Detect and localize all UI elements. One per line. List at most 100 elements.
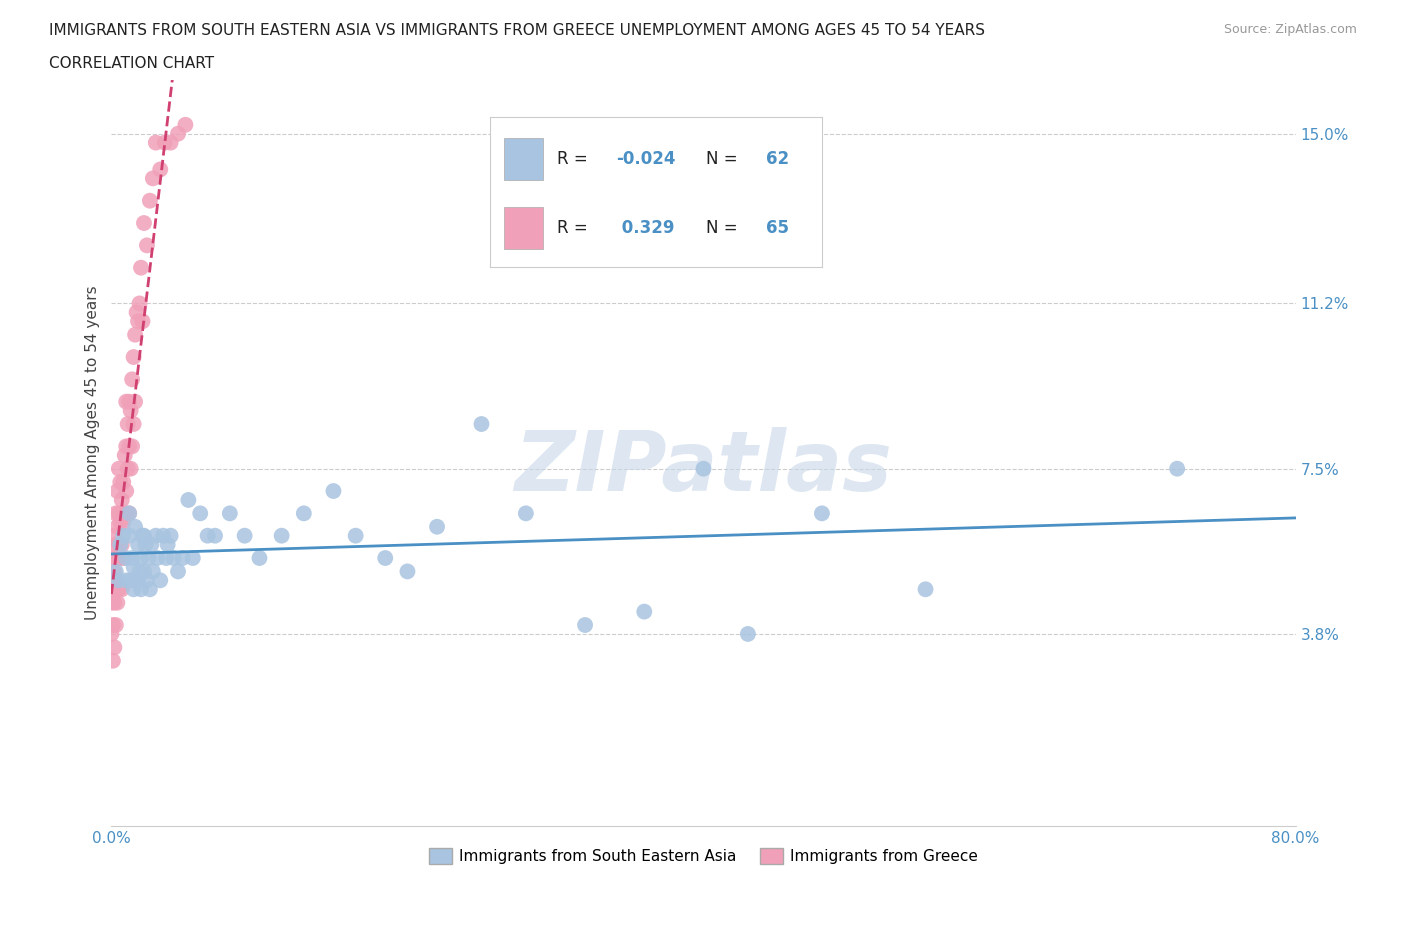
Point — [122, 417, 145, 432]
Point — [100, 573, 122, 588]
Text: Source: ZipAtlas.com: Source: ZipAtlas.com — [1223, 23, 1357, 36]
Point — [117, 417, 139, 432]
Point — [108, 573, 131, 588]
Point — [152, 528, 174, 543]
Point — [188, 506, 211, 521]
Point — [139, 193, 162, 208]
Point — [181, 551, 204, 565]
Point — [145, 528, 167, 543]
Point — [136, 238, 159, 253]
Point — [129, 551, 152, 565]
Point — [156, 538, 179, 552]
Point — [124, 519, 146, 534]
Point — [128, 564, 150, 578]
Point — [167, 564, 190, 578]
Point — [142, 564, 165, 578]
Point — [172, 551, 194, 565]
Point — [233, 528, 256, 543]
Point — [110, 551, 132, 565]
Point — [159, 135, 181, 150]
Point — [132, 528, 155, 543]
Point — [105, 484, 128, 498]
Point — [120, 404, 142, 418]
Point — [112, 515, 135, 530]
Point — [139, 582, 162, 597]
Point — [146, 551, 169, 565]
Point — [204, 528, 226, 543]
Point — [124, 327, 146, 342]
Point — [249, 551, 271, 565]
Point — [149, 162, 172, 177]
Point — [104, 506, 127, 521]
Point — [111, 493, 134, 508]
Point — [737, 627, 759, 642]
Point — [159, 528, 181, 543]
Point — [103, 640, 125, 655]
Point — [112, 474, 135, 489]
Point — [105, 551, 128, 565]
Point — [114, 448, 136, 463]
Point — [145, 135, 167, 150]
Point — [134, 538, 156, 552]
Point — [101, 582, 124, 597]
Point — [110, 474, 132, 489]
Point — [127, 313, 149, 328]
Point — [124, 394, 146, 409]
Point — [104, 538, 127, 552]
Point — [129, 582, 152, 597]
Legend: Immigrants from South Eastern Asia, Immigrants from Greece: Immigrants from South Eastern Asia, Immi… — [423, 843, 984, 870]
Point — [122, 350, 145, 365]
Point — [127, 573, 149, 588]
Point — [132, 216, 155, 231]
Point — [127, 538, 149, 552]
Point — [112, 528, 135, 543]
Point — [149, 573, 172, 588]
Point — [1166, 461, 1188, 476]
Point — [115, 394, 138, 409]
Point — [121, 439, 143, 454]
Point — [103, 595, 125, 610]
Point — [115, 551, 138, 565]
Point — [136, 573, 159, 588]
Point — [118, 506, 141, 521]
Point — [103, 528, 125, 543]
Point — [633, 604, 655, 619]
Point — [177, 493, 200, 508]
Point — [104, 618, 127, 632]
Point — [426, 519, 449, 534]
Point — [115, 573, 138, 588]
Point — [101, 551, 124, 565]
Point — [100, 595, 122, 610]
Point — [162, 551, 184, 565]
Point — [118, 528, 141, 543]
Point — [141, 538, 163, 552]
Point — [108, 461, 131, 476]
Point — [167, 126, 190, 141]
Point — [121, 551, 143, 565]
Point — [105, 519, 128, 534]
Point — [108, 538, 131, 552]
Point — [197, 528, 219, 543]
Point — [396, 564, 419, 578]
Point — [122, 560, 145, 575]
Point — [129, 260, 152, 275]
Point — [692, 461, 714, 476]
Text: IMMIGRANTS FROM SOUTH EASTERN ASIA VS IMMIGRANTS FROM GREECE UNEMPLOYMENT AMONG : IMMIGRANTS FROM SOUTH EASTERN ASIA VS IM… — [49, 23, 986, 38]
Point — [108, 582, 131, 597]
Point — [470, 417, 492, 432]
Point — [115, 439, 138, 454]
Point — [118, 394, 141, 409]
Point — [108, 506, 131, 521]
Point — [115, 484, 138, 498]
Point — [138, 551, 160, 565]
Point — [811, 506, 834, 521]
Point — [125, 573, 148, 588]
Point — [117, 461, 139, 476]
Text: CORRELATION CHART: CORRELATION CHART — [49, 56, 214, 71]
Point — [322, 484, 344, 498]
Point — [110, 515, 132, 530]
Point — [110, 538, 132, 552]
Point — [118, 506, 141, 521]
Point — [101, 618, 124, 632]
Point — [128, 296, 150, 311]
